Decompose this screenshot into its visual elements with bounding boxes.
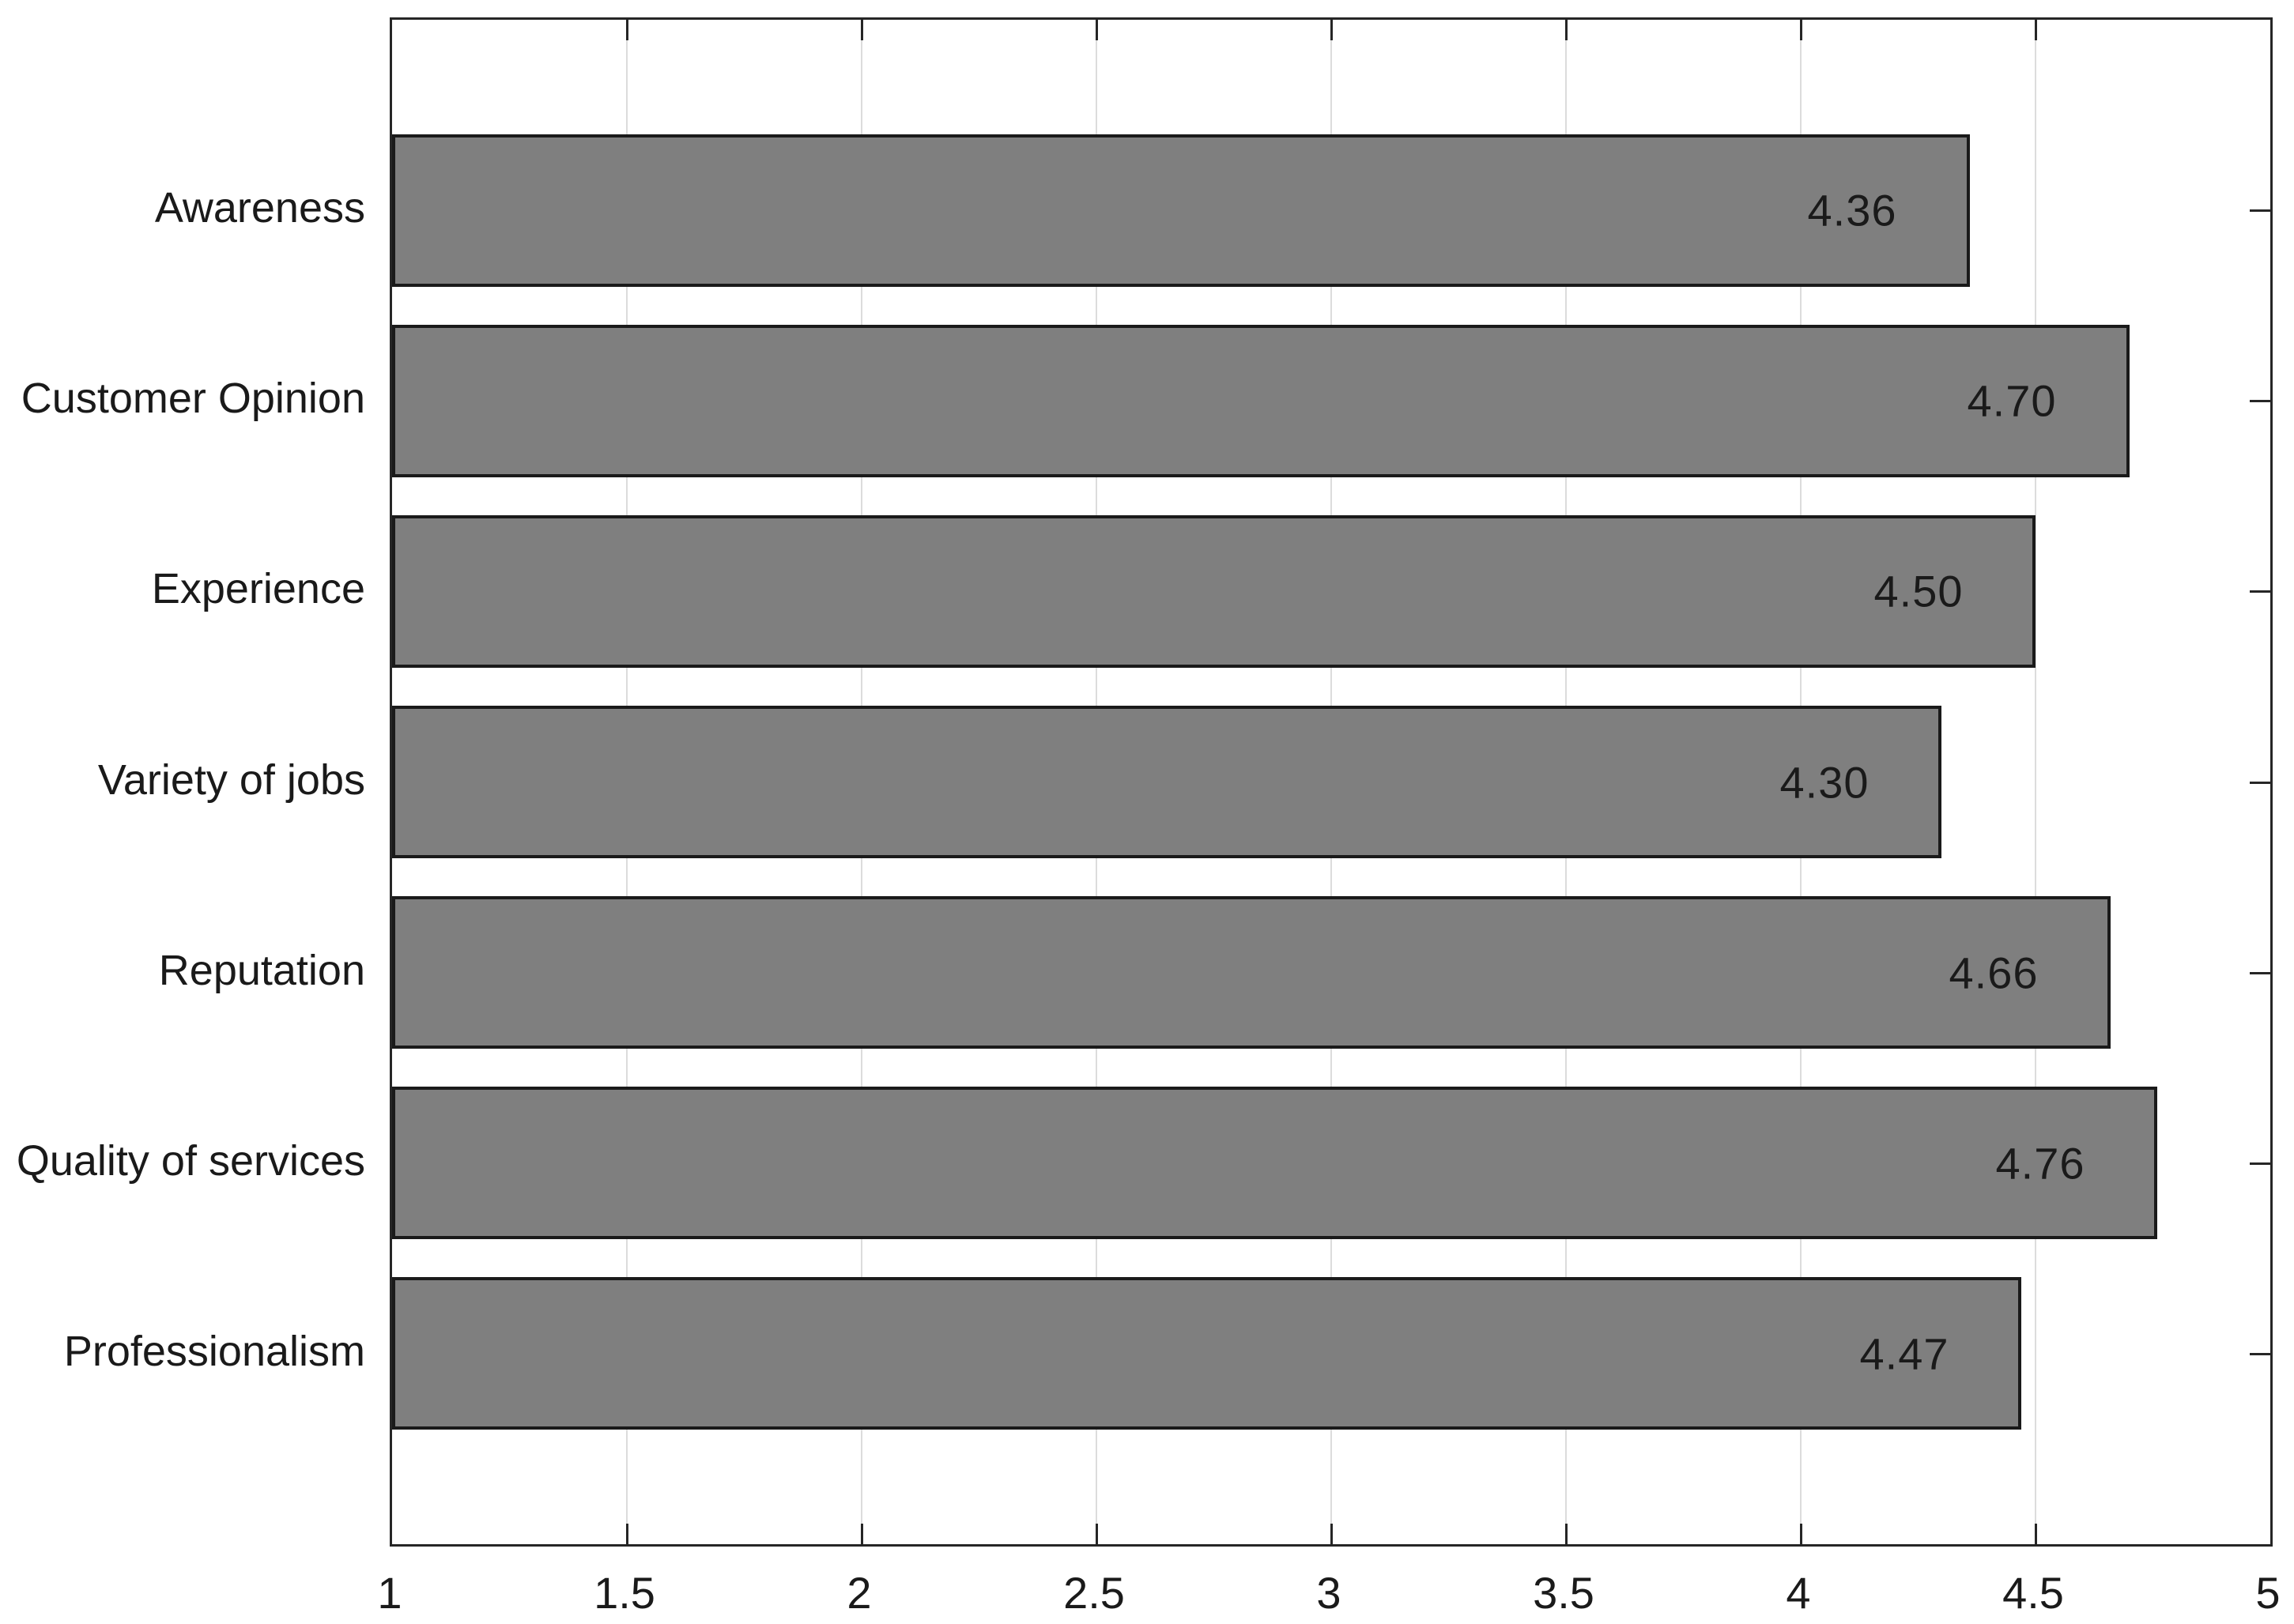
y-axis-category-labels: Awareness Customer Opinion Experience Varie… [0,0,365,1624]
x-axis-tick [1096,20,1098,40]
x-axis-tick-label: 2 [847,1568,872,1618]
x-axis-tick-label: 5 [2255,1568,2281,1618]
bar-value-label: 4.66 [1949,948,2039,998]
x-axis-tick [1565,1524,1568,1544]
x-axis-tick-label: 3.5 [1533,1568,1594,1618]
x-axis-tick-label: 1.5 [594,1568,655,1618]
x-axis-tick [2035,1524,2037,1544]
x-axis-tick [626,1524,628,1544]
y-axis-tick [2250,972,2270,974]
x-axis-tick [2035,20,2037,40]
y-axis-tick [2250,1162,2270,1165]
x-axis-tick-label: 4 [1786,1568,1811,1618]
x-axis-tick [626,20,628,40]
gridline [2035,20,2036,1544]
bar [392,325,2130,477]
x-axis-tick [861,1524,863,1544]
bar-value-label: 4.70 [1967,375,2057,426]
bar-value-label: 4.76 [1995,1138,2085,1189]
y-axis-tick [2250,209,2270,212]
category-label: Experience [151,565,365,612]
category-label: Variety of jobs [97,756,365,804]
x-axis-tick-label: 2.5 [1063,1568,1125,1618]
category-label: Quality of services [16,1137,365,1185]
x-axis-tick-label: 3 [1316,1568,1341,1618]
x-axis-tick-label: 1 [377,1568,402,1618]
bar [392,515,2036,668]
x-axis-tick [1330,1524,1333,1544]
category-label: Awareness [154,184,365,232]
bar [392,706,1941,858]
x-axis-tick [1096,1524,1098,1544]
bar [392,896,2111,1049]
x-axis-tick [861,20,863,40]
bar-value-label: 4.50 [1873,566,1964,616]
bar [392,1277,2021,1430]
bar-value-label: 4.30 [1779,757,1870,808]
plot-area: 4.36 4.70 4.50 4.30 4.66 4.76 4.47 [390,17,2273,1547]
bar [392,1087,2157,1239]
bar-value-label: 4.36 [1807,185,1897,235]
x-axis-tick [1800,1524,1802,1544]
y-axis-tick [2250,1353,2270,1355]
y-axis-tick [2250,400,2270,402]
x-axis-tick [1565,20,1568,40]
x-axis-tick-label: 4.5 [2002,1568,2064,1618]
bar-value-label: 4.47 [1859,1328,1949,1379]
x-axis-tick [1800,20,1802,40]
category-label: Professionalism [63,1328,365,1375]
y-axis-tick [2250,782,2270,784]
x-axis-tick [1330,20,1333,40]
y-axis-tick [2250,590,2270,593]
category-label: Customer Opinion [21,375,365,422]
category-label: Reputation [158,947,365,994]
bar [392,134,1970,287]
